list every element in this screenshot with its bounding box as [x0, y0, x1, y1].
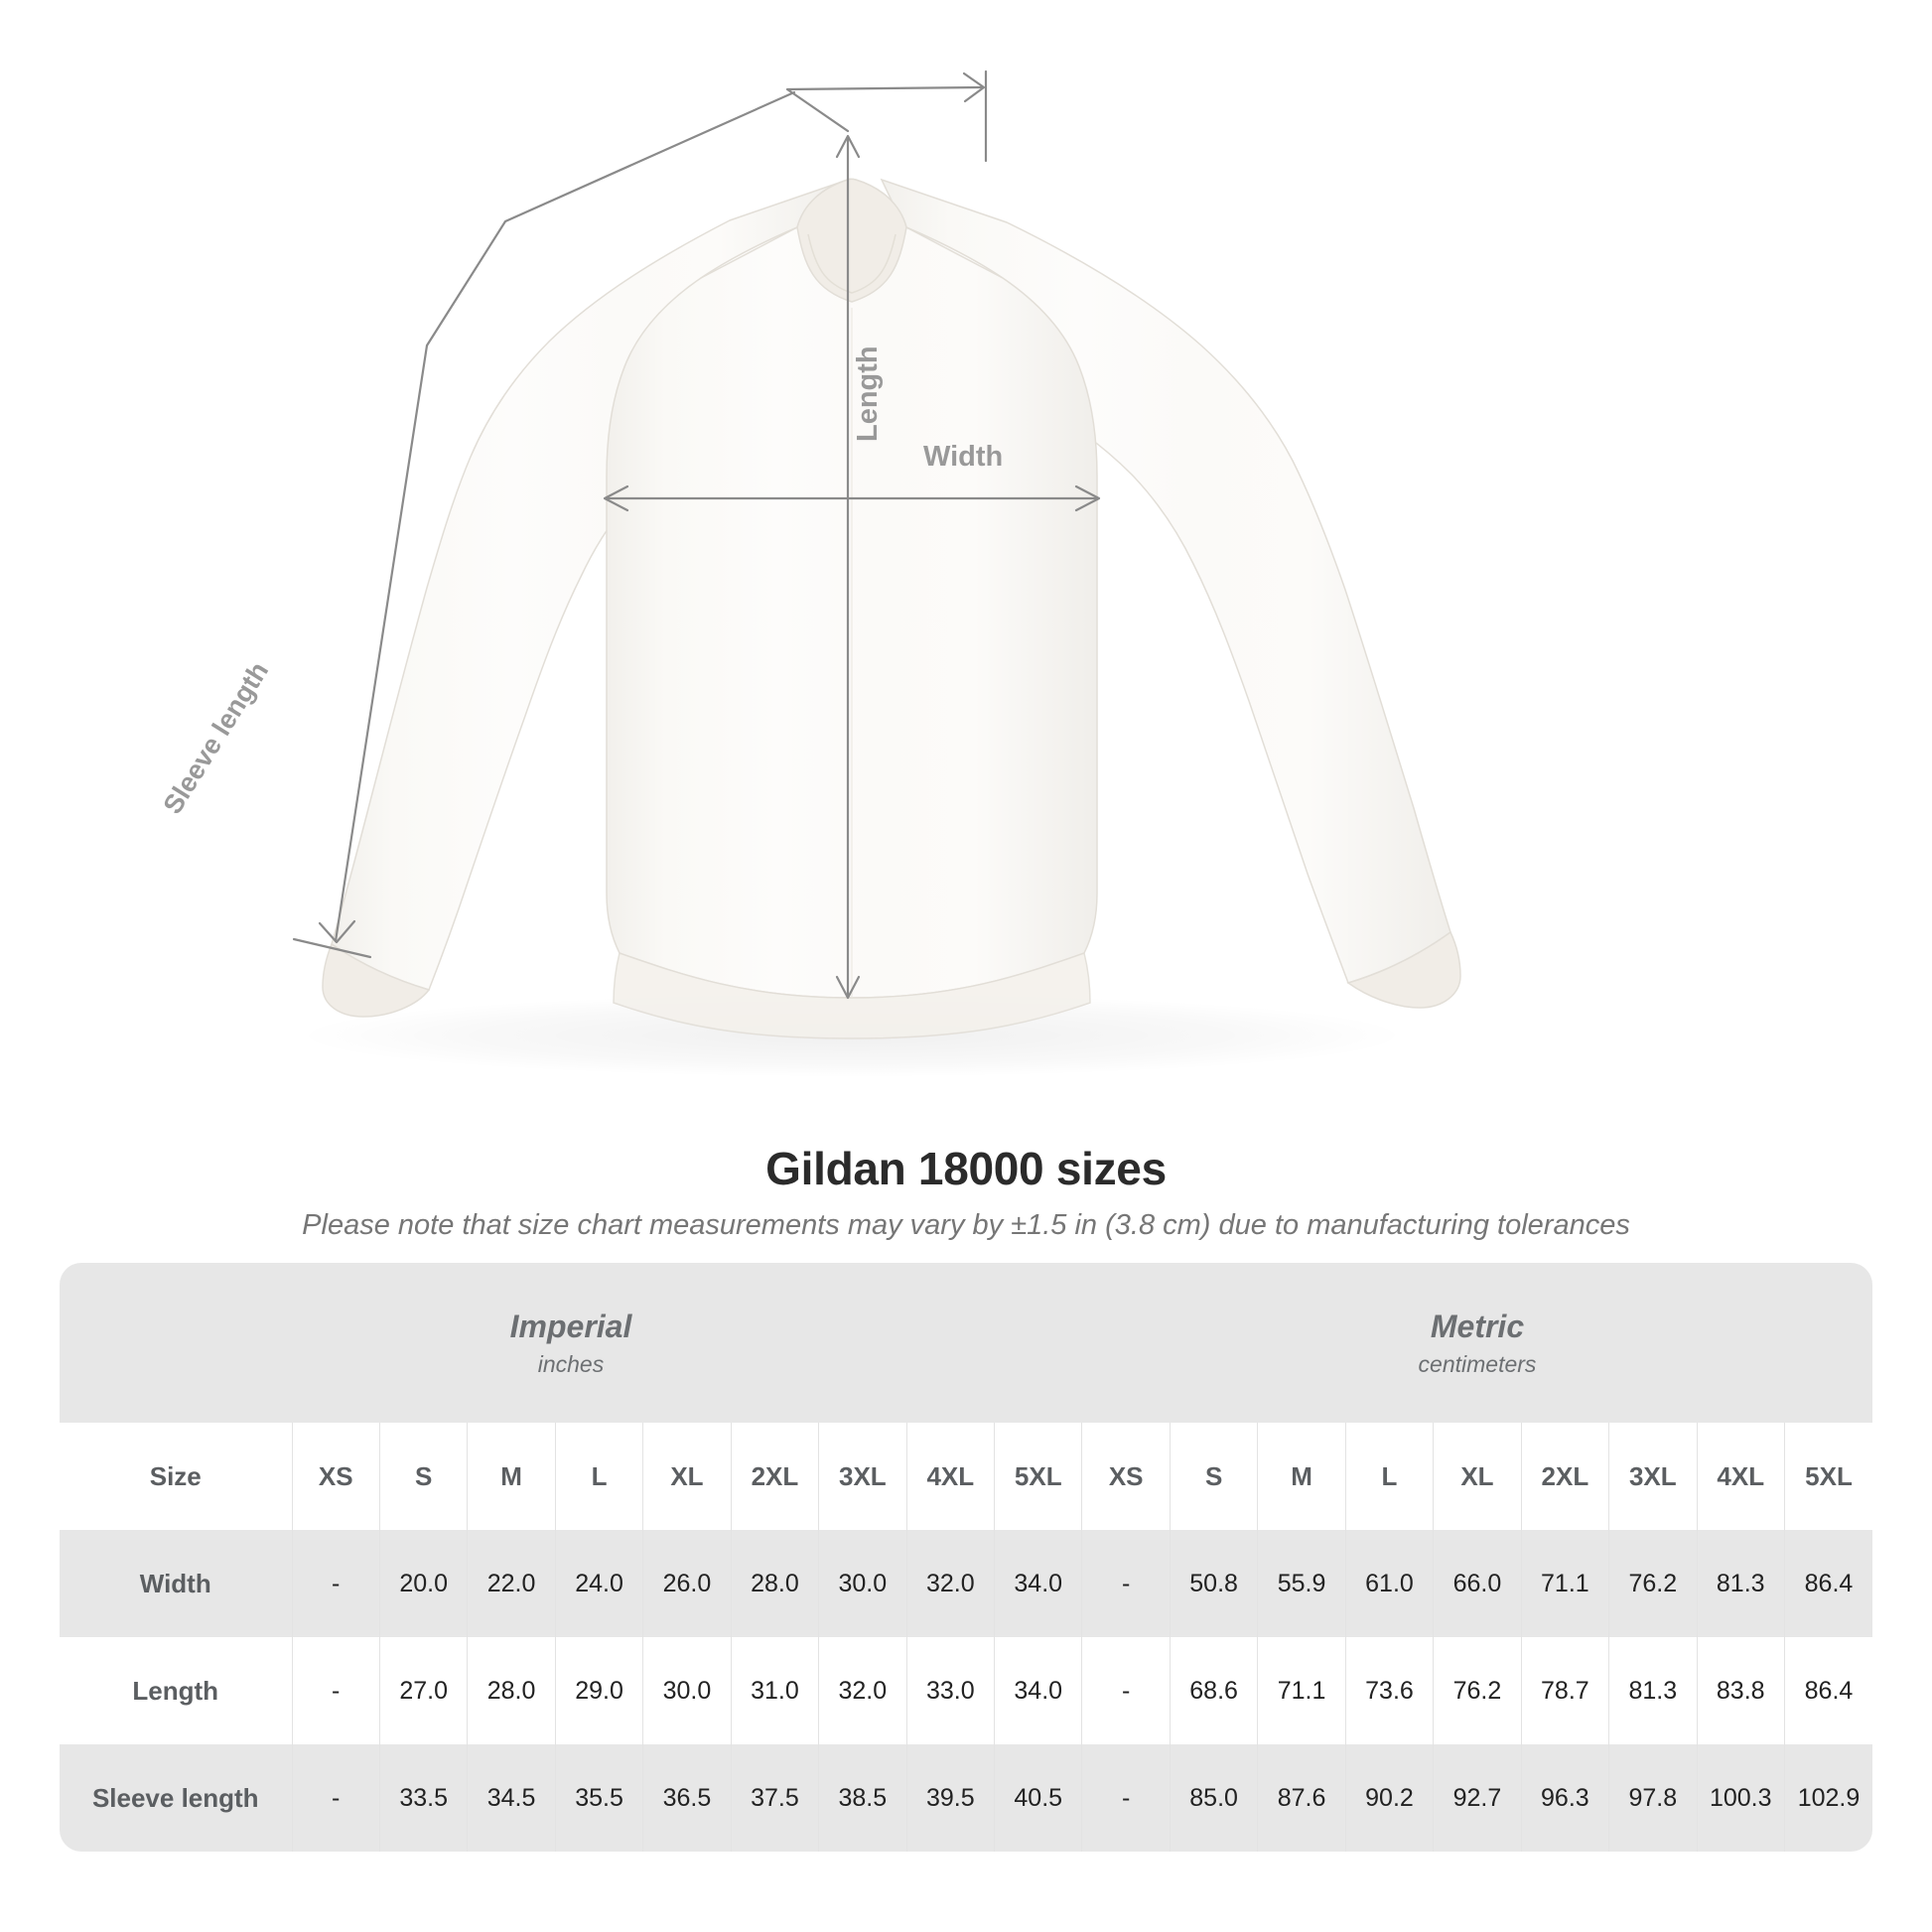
svg-text:Length: Length [852, 345, 884, 442]
svg-text:Width: Width [923, 441, 1003, 473]
